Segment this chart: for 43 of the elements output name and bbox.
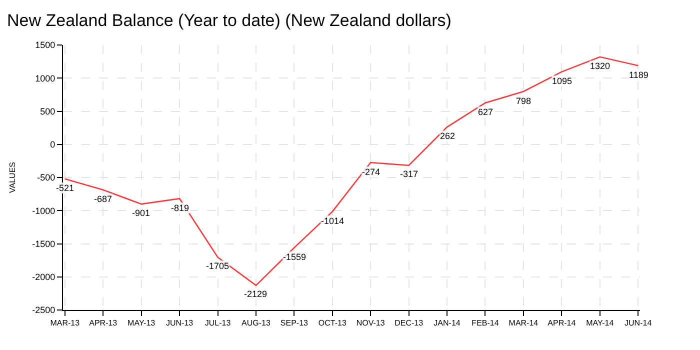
data-label: 1095 [552,76,572,86]
data-label: 262 [440,131,456,141]
x-tick-label: APR-14 [548,318,576,328]
y-tick-label: -1000 [32,206,56,216]
x-tick-label: JUN-13 [166,318,194,328]
data-label: -1559 [283,252,306,262]
y-tick-label: -1500 [32,238,56,249]
y-tick-label: 0 [50,140,56,150]
data-label: -901 [132,208,150,218]
x-tick-label: OCT-13 [318,318,347,328]
x-tick-label: MAR-14 [508,318,539,328]
data-label: 1189 [629,70,648,80]
data-label: 627 [478,107,494,117]
chart-title: New Zealand Balance (Year to date) (New Zealand dollars) [7,10,452,30]
x-tick-label: APR-13 [89,318,118,328]
x-tick-label: MAY-13 [128,318,156,328]
x-tick-label: JAN-14 [434,318,461,328]
x-tick-label: SEP-13 [280,318,309,328]
x-tick-label: MAY-14 [586,318,614,328]
x-tick-label: AUG-13 [242,318,271,328]
x-tick-label: JUN-14 [624,318,652,328]
y-tick-label: -2000 [32,272,56,282]
y-tick-label: -2500 [32,305,56,316]
data-label: -1705 [206,261,230,271]
y-tick-label: 1500 [35,40,56,50]
data-label: 798 [516,96,532,106]
data-label: -521 [56,183,74,193]
x-tick-label: NOV-13 [356,318,386,328]
data-label: -1014 [321,216,344,226]
data-label: -2129 [244,289,268,299]
y-axis-title: VALUES [8,162,17,193]
x-tick-label: DEC-13 [394,318,424,328]
x-tick-label: JUL-13 [204,318,232,328]
data-label: -687 [94,194,112,204]
y-tick-label: -500 [37,172,56,183]
data-label: -819 [171,203,190,213]
x-tick-label: FEB-14 [472,318,500,328]
data-label: -317 [400,169,418,179]
data-label: 1320 [590,61,610,71]
y-tick-label: 500 [40,106,56,116]
data-label: -274 [362,167,380,177]
x-tick-label: MAR-13 [50,318,80,328]
y-tick-label: 1000 [35,73,56,84]
